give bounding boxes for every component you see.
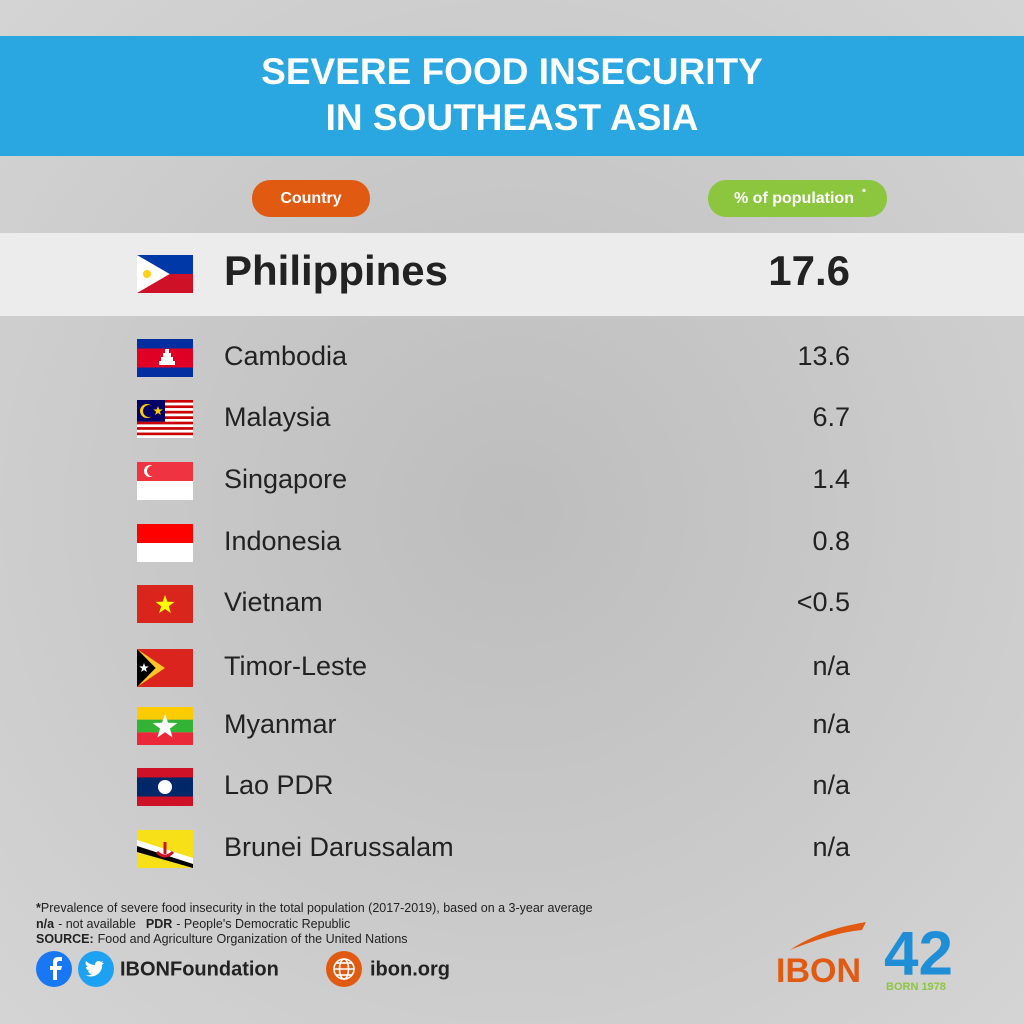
twitter-glyph (85, 961, 104, 977)
flag (137, 830, 193, 868)
flag-part (147, 465, 158, 477)
country-name: Brunei Darussalam (224, 832, 454, 862)
flag-part (155, 349, 175, 365)
source-label: SOURCE: (36, 932, 94, 946)
flag-part (137, 427, 193, 430)
globe-glyph (333, 958, 355, 980)
flag-part (155, 595, 175, 614)
country-name: Vietnam (224, 587, 323, 617)
country-name: Indonesia (224, 526, 342, 556)
meaning: - not available (58, 917, 136, 931)
row-value: 17.6 (768, 247, 850, 294)
column-pill (708, 180, 887, 217)
website[interactable]: ibon.org (370, 958, 450, 980)
country-name: Singapore (224, 464, 347, 494)
flag-part (137, 432, 193, 436)
row-value: n/a (812, 832, 851, 862)
flag-part (143, 270, 151, 278)
flag (137, 768, 193, 806)
row-value: n/a (812, 709, 851, 739)
note-mark: * (36, 901, 41, 915)
flag-part (137, 429, 193, 433)
flag (137, 649, 193, 687)
logo: IBON (776, 952, 861, 990)
column-header: % of population (734, 190, 854, 207)
title-bar (0, 36, 1024, 156)
column-header: Country (280, 190, 341, 207)
flag-part (137, 421, 193, 425)
flag (137, 524, 193, 562)
flag (137, 462, 193, 500)
country-name: Timor-Leste (224, 651, 367, 681)
flag-part (153, 406, 163, 415)
flag (137, 585, 193, 623)
flag-part (137, 707, 193, 720)
term: PDR (146, 917, 172, 931)
row-value: <0.5 (797, 587, 850, 617)
flag (137, 707, 193, 745)
column-pill (252, 180, 370, 217)
row-value: n/a (812, 651, 851, 681)
term: n/a (36, 917, 55, 931)
row-value: 6.7 (812, 402, 850, 432)
title: SEVERE FOOD INSECURITY (261, 51, 763, 92)
row-value: n/a (812, 770, 851, 800)
meaning: - People's Democratic Republic (176, 917, 350, 931)
source: Food and Agriculture Organization of the… (98, 932, 408, 946)
note: Prevalence of severe food insecurity in … (41, 901, 593, 915)
country-name: Myanmar (224, 709, 337, 739)
anniversary: 42 (884, 919, 953, 988)
country-name: Cambodia (224, 341, 348, 371)
flag-part (137, 435, 193, 438)
country-name: Philippines (224, 247, 448, 294)
flag-part (155, 842, 175, 858)
footnote: n/a - not available PDR - People's Democrat… (36, 917, 350, 931)
social-handle[interactable]: IBONFoundation (120, 958, 279, 980)
flag-part (137, 732, 193, 745)
logo-swoosh (790, 922, 866, 950)
flag-part (139, 663, 149, 672)
row-value: 1.4 (812, 464, 850, 494)
column-note-mark: * (862, 188, 866, 199)
flag-part (152, 714, 178, 738)
flag (137, 255, 193, 293)
country-name: Malaysia (224, 402, 332, 432)
row-value: 0.8 (812, 526, 850, 556)
title: IN SOUTHEAST ASIA (326, 97, 699, 138)
flag-part (158, 780, 172, 794)
row-value: 13.6 (797, 341, 850, 371)
footnote: SOURCE: Food and Agriculture Organization… (36, 932, 408, 946)
flag (137, 400, 193, 438)
country-name: Lao PDR (224, 770, 334, 800)
flag-part (137, 255, 170, 293)
facebook-glyph (50, 957, 62, 980)
flag-part (137, 424, 193, 428)
footnote: *Prevalence of severe food insecurity in… (36, 901, 593, 915)
flag (137, 339, 193, 377)
anniversary-note: BORN 1978 (886, 981, 946, 993)
flag-part (137, 524, 193, 543)
flag-part (143, 405, 155, 417)
